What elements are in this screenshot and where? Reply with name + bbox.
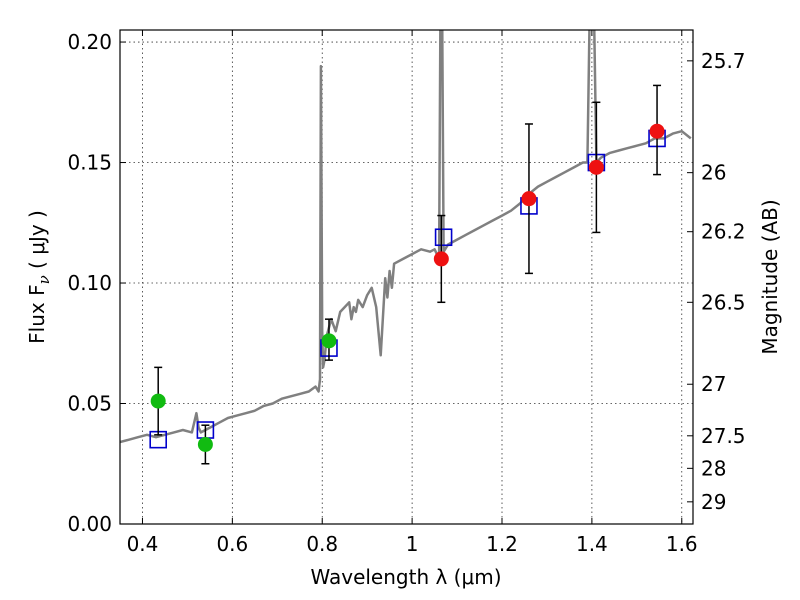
x-tick-label: 1 — [406, 532, 419, 556]
plot-frame — [119, 29, 694, 525]
y-tick-label: 0.20 — [67, 30, 112, 54]
right-tick-label: 29 — [701, 490, 726, 514]
right-tick-label: 26.5 — [701, 290, 746, 314]
x-tick-label: 1.4 — [576, 532, 608, 556]
green-data-point — [197, 436, 213, 452]
y-tick-label: 0.10 — [67, 271, 112, 295]
right-tick-label: 27 — [701, 372, 726, 396]
right-tick-label: 28 — [701, 456, 726, 480]
x-tick-label: 0.4 — [127, 532, 159, 556]
right-tick-label: 25.7 — [701, 49, 746, 73]
plot-area — [120, 30, 692, 465]
red-data-point — [588, 159, 604, 175]
x-tick-label: 1.2 — [486, 532, 518, 556]
green-data-point — [150, 393, 166, 409]
red-data-point — [521, 191, 537, 207]
x-tick-label: 0.8 — [306, 532, 338, 556]
red-data-point — [433, 251, 449, 267]
x-tick-label: 0.6 — [216, 532, 248, 556]
green-data-point — [321, 333, 337, 349]
y-tick-label: 0.15 — [67, 151, 112, 175]
right-tick-label: 26.2 — [701, 220, 746, 244]
red-data-point — [649, 123, 665, 139]
spectrum-line — [120, 30, 692, 444]
y-tick-label: 0.05 — [67, 392, 112, 416]
x-tick-label: 1.6 — [666, 532, 698, 556]
model-square-marker — [434, 228, 453, 247]
y-axis-label-subscript: ν — [35, 275, 53, 284]
right-axis-label: Magnitude (AB) — [758, 199, 782, 354]
y-axis-label-unit: ( μJy ) — [25, 210, 49, 275]
y-axis-label-main: Flux F — [25, 284, 49, 343]
right-tick-label: 27.5 — [701, 424, 746, 448]
x-axis-label: Wavelength λ (μm) — [310, 565, 501, 589]
y-tick-label: 0.00 — [67, 512, 112, 536]
y-axis-label: Flux Fν ( μJy ) — [25, 210, 53, 344]
right-tick-label: 26 — [701, 161, 726, 185]
axis-ticks: 0.4 0.6 0.8 1 1.2 1.4 1.6 0.00 0.05 0.10 0.15 0.20 2… — [67, 30, 746, 556]
